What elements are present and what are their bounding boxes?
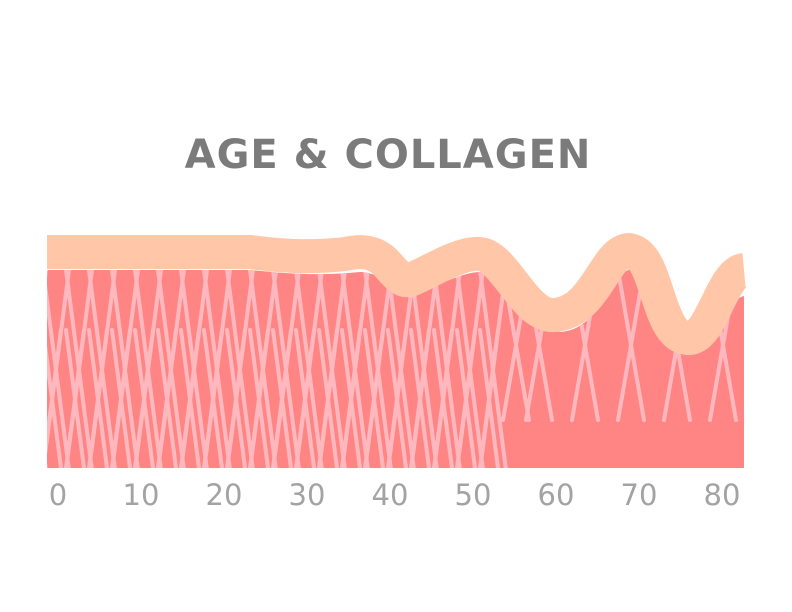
collagen-fiber bbox=[317, 328, 339, 468]
collagen-fiber bbox=[248, 328, 270, 468]
collagen-fiber bbox=[432, 328, 454, 468]
age-tick-label: 20 bbox=[205, 478, 243, 512]
collagen-fiber bbox=[179, 328, 201, 468]
collagen-fiber bbox=[133, 328, 155, 468]
age-tick-label: 70 bbox=[620, 478, 658, 512]
collagen-fiber bbox=[386, 328, 408, 468]
collagen-fiber bbox=[756, 270, 782, 420]
epidermis-layer bbox=[47, 233, 750, 355]
age-tick-label: 10 bbox=[122, 478, 160, 512]
collagen-fiber bbox=[110, 328, 132, 468]
collagen-fiber bbox=[202, 328, 224, 468]
collagen-fiber bbox=[47, 328, 63, 468]
age-tick-label: 50 bbox=[454, 478, 492, 512]
epidermis-edge bbox=[47, 235, 67, 269]
collagen-fiber bbox=[225, 328, 247, 468]
age-tick-label: 40 bbox=[371, 478, 409, 512]
age-tick-label: 0 bbox=[48, 478, 68, 512]
collagen-fiber bbox=[409, 328, 431, 468]
collagen-fibers bbox=[20, 268, 782, 468]
collagen-fiber bbox=[20, 330, 38, 468]
collagen-fiber bbox=[64, 328, 86, 468]
collagen-fiber bbox=[47, 268, 48, 468]
collagen-fiber bbox=[478, 328, 500, 468]
age-tick-label: 30 bbox=[288, 478, 326, 512]
collagen-fiber bbox=[340, 328, 362, 468]
collagen-fiber bbox=[455, 328, 477, 468]
collagen-fiber bbox=[363, 328, 385, 468]
age-tick-label: 80 bbox=[703, 478, 741, 512]
collagen-fiber bbox=[156, 328, 178, 468]
collagen-fiber bbox=[47, 268, 48, 468]
collagen-fiber bbox=[294, 328, 316, 468]
collagen-fiber bbox=[616, 268, 646, 422]
collagen-fiber bbox=[271, 328, 293, 468]
collagen-fiber bbox=[756, 270, 782, 420]
collagen-fiber bbox=[20, 330, 38, 468]
age-tick-label: 60 bbox=[537, 478, 575, 512]
collagen-fiber bbox=[87, 328, 109, 468]
diagram-title: AGE & COLLAGEN bbox=[184, 132, 592, 178]
